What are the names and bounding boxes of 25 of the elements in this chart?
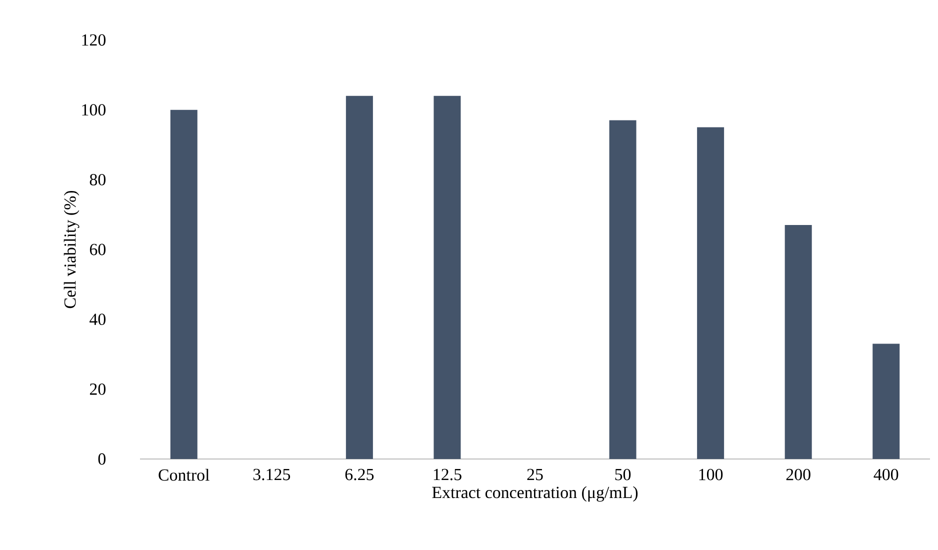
bar [784,225,812,459]
y-tick-label: 120 [82,34,106,46]
bar [609,120,636,459]
y-tick-label: 0 [98,453,106,465]
y-tick-label: 80 [90,174,106,186]
x-tick-label: 50 [615,468,631,480]
bar [434,96,461,459]
x-tick-label: 6.25 [345,468,374,480]
bar [697,127,724,459]
y-tick-label: 20 [90,383,106,395]
x-tick-label: 100 [699,468,723,480]
x-tick-label: 200 [786,468,810,480]
y-tick-label: 60 [90,244,106,256]
x-tick-label: Control [158,468,210,481]
y-tick-label: 100 [82,104,106,116]
x-tick-label: 25 [527,468,543,480]
x-axis-title: Extract concentration (μg/mL) [432,486,638,502]
x-tick-label: 400 [874,468,898,480]
bar [872,344,900,459]
x-tick-label: 3.125 [253,468,290,480]
y-axis-title: Cell viability (%) [64,190,80,308]
x-tick-label: 12.5 [434,468,462,480]
bar [170,110,198,459]
bar [346,96,373,459]
y-tick-label: 40 [90,314,106,326]
